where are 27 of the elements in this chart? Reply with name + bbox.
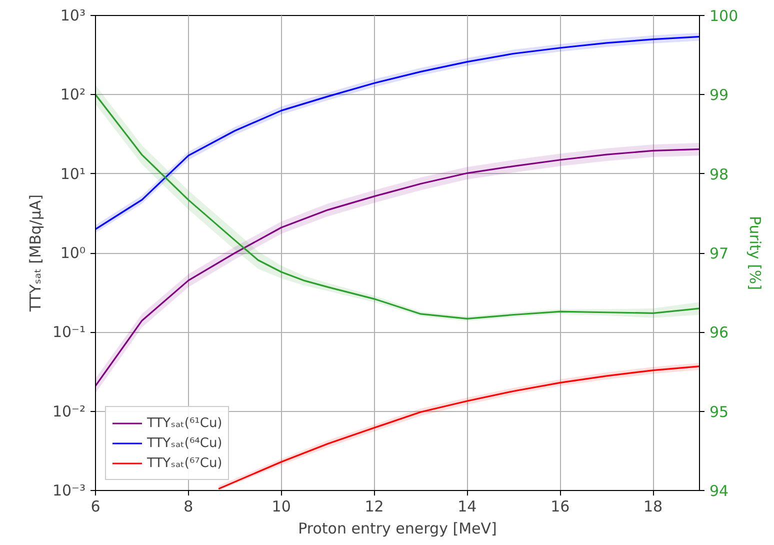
y-tick-label: 10⁻² bbox=[52, 402, 86, 420]
legend-label: TTYₛₐₜ(⁶⁷Cu) bbox=[147, 456, 222, 470]
y-tick-label: 10¹ bbox=[60, 164, 86, 183]
y2-tick-label: 98 bbox=[710, 165, 729, 184]
y2-tick-label: 96 bbox=[710, 324, 729, 342]
y-tick-label: 10⁰ bbox=[60, 244, 86, 262]
y-tick-label: 10³ bbox=[60, 6, 86, 24]
y2-tick-label: 95 bbox=[710, 402, 729, 421]
x-tick-label: 12 bbox=[364, 498, 384, 516]
y-axis-title: TTYₛₐₜ [MBq/μA] bbox=[26, 194, 44, 313]
y-tick-label: 10⁻¹ bbox=[52, 323, 86, 342]
y-tick-label: 10⁻³ bbox=[52, 482, 86, 500]
x-tick-label: 6 bbox=[90, 498, 100, 516]
x-tick-label: 14 bbox=[458, 498, 477, 516]
y2-tick-label: 99 bbox=[710, 86, 729, 104]
x-tick-label: 18 bbox=[643, 498, 663, 516]
y2-tick-label: 100 bbox=[710, 7, 738, 25]
x-axis-title: Proton entry energy [MeV] bbox=[298, 520, 497, 538]
x-tick-label: 8 bbox=[184, 498, 194, 516]
y2-tick-label: 94 bbox=[710, 482, 729, 500]
legend-label: TTYₛₐₜ(⁶¹Cu) bbox=[147, 416, 222, 430]
y2-tick-label: 97 bbox=[710, 244, 729, 262]
legend-label: TTYₛₐₜ(⁶⁴Cu) bbox=[147, 436, 222, 450]
x-tick-label: 16 bbox=[550, 498, 570, 516]
x-tick-label: 10 bbox=[272, 498, 291, 516]
y-tick-label: 10² bbox=[60, 86, 86, 104]
y2-axis-title: Purity [%] bbox=[746, 216, 764, 290]
